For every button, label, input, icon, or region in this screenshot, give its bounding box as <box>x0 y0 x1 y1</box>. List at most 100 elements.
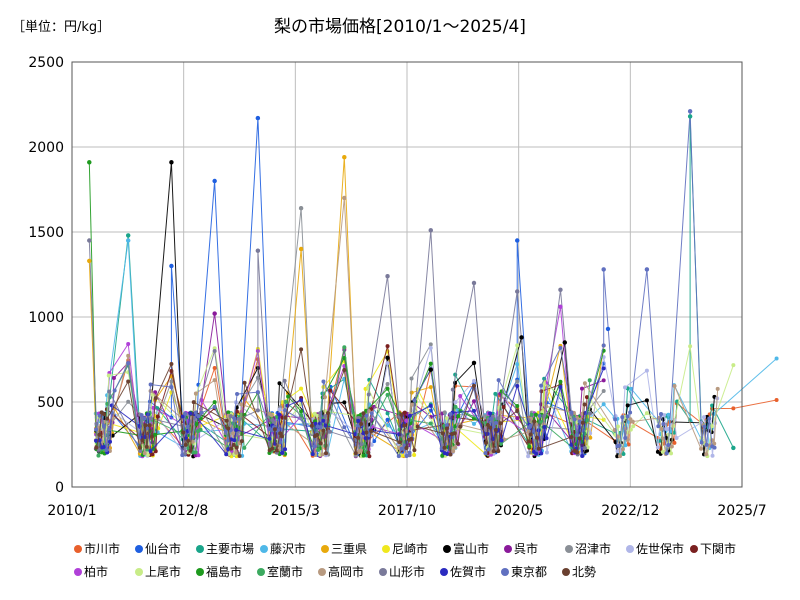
data-point <box>674 435 679 440</box>
data-point <box>101 423 106 428</box>
data-point <box>321 428 326 433</box>
data-point <box>659 427 664 432</box>
data-point <box>366 450 371 455</box>
data-point <box>613 417 618 422</box>
data-point <box>587 378 592 383</box>
data-point <box>488 411 493 416</box>
data-point <box>105 416 110 421</box>
data-point <box>515 343 520 348</box>
data-point <box>666 443 671 448</box>
data-point <box>534 451 539 456</box>
data-point <box>212 404 217 409</box>
data-point <box>226 426 231 431</box>
data-point <box>364 413 369 418</box>
data-point <box>558 345 563 350</box>
data-point <box>582 381 587 386</box>
data-point <box>731 406 736 411</box>
data-point <box>688 344 693 349</box>
data-point <box>539 451 544 456</box>
legend-label: 上尾市 <box>145 565 182 579</box>
data-point <box>212 400 217 405</box>
peak-point <box>342 195 347 201</box>
data-point <box>628 427 633 432</box>
data-point <box>448 412 453 417</box>
data-point <box>404 453 409 458</box>
x-tick-label: 2015/3 <box>271 503 320 519</box>
data-point <box>286 394 291 399</box>
peak-point <box>515 238 520 243</box>
data-point <box>498 441 503 446</box>
peak-point <box>212 178 217 184</box>
peak-point <box>87 160 92 165</box>
peak-point <box>687 109 693 114</box>
data-point <box>472 421 476 426</box>
data-point <box>231 431 236 436</box>
data-point <box>153 449 158 454</box>
x-axis: 2010/1 2012/8 2015/3 2017/10 2020/5 2022/12 20… <box>47 503 766 519</box>
data-point <box>672 384 677 389</box>
series-layer <box>87 109 779 459</box>
data-point <box>428 403 433 408</box>
data-point <box>580 454 585 459</box>
peak-point <box>87 258 92 264</box>
data-point <box>655 445 660 450</box>
data-point <box>455 441 460 446</box>
data-point <box>356 418 361 423</box>
data-point <box>625 403 630 408</box>
data-point <box>493 391 498 396</box>
legend-item: 高岡市 <box>318 563 378 580</box>
legend-label: 富山市 <box>453 542 490 556</box>
peak-point <box>687 114 693 119</box>
legend-label: 福島市 <box>206 565 243 579</box>
legend: 市川市 仙台市 主要市場 藤沢市 三重県 尼崎市 富山市 呉市 沼津市 佐世保市 下関市 柏市 上尾市 福… <box>74 540 774 580</box>
data-point <box>191 400 196 405</box>
data-point <box>142 451 147 456</box>
data-point <box>496 416 501 421</box>
data-point <box>699 446 704 451</box>
peak-point <box>212 311 217 316</box>
data-point <box>445 452 450 457</box>
data-point <box>415 424 420 429</box>
data-point <box>659 411 664 416</box>
data-point <box>126 353 131 358</box>
data-point <box>229 446 234 451</box>
legend-marker <box>318 567 326 576</box>
peak-point <box>731 445 736 451</box>
data-point <box>662 413 667 418</box>
data-point <box>515 383 520 388</box>
data-point <box>356 435 361 440</box>
data-point <box>234 427 239 432</box>
data-point <box>321 418 326 423</box>
peak-point <box>125 233 131 238</box>
legend-item: 下関市 <box>690 540 750 557</box>
data-point <box>226 410 231 415</box>
data-point <box>143 423 148 428</box>
legend-marker <box>196 567 204 576</box>
data-point <box>277 412 282 417</box>
data-point <box>369 442 374 447</box>
data-point <box>628 410 633 415</box>
data-point <box>96 453 101 458</box>
data-point <box>237 454 242 459</box>
data-point <box>385 392 390 397</box>
data-point <box>623 443 628 448</box>
legend-marker <box>321 544 329 553</box>
data-point <box>226 438 231 443</box>
data-point <box>356 416 361 421</box>
data-point <box>580 420 585 425</box>
data-point <box>472 383 476 388</box>
peak-point <box>169 160 174 165</box>
data-point <box>372 439 377 444</box>
x-tick-label: 2020/5 <box>494 503 543 519</box>
data-point <box>342 367 347 372</box>
legend-label: 三重県 <box>331 542 368 556</box>
data-point <box>458 424 463 429</box>
legend-item: 藤沢市 <box>260 540 320 557</box>
legend-marker <box>440 567 448 576</box>
data-point <box>409 436 414 441</box>
legend-item: 三重県 <box>321 540 381 557</box>
data-point <box>472 408 476 413</box>
data-point <box>485 422 490 427</box>
data-point <box>316 447 321 452</box>
legend-item: 東京都 <box>501 563 561 580</box>
